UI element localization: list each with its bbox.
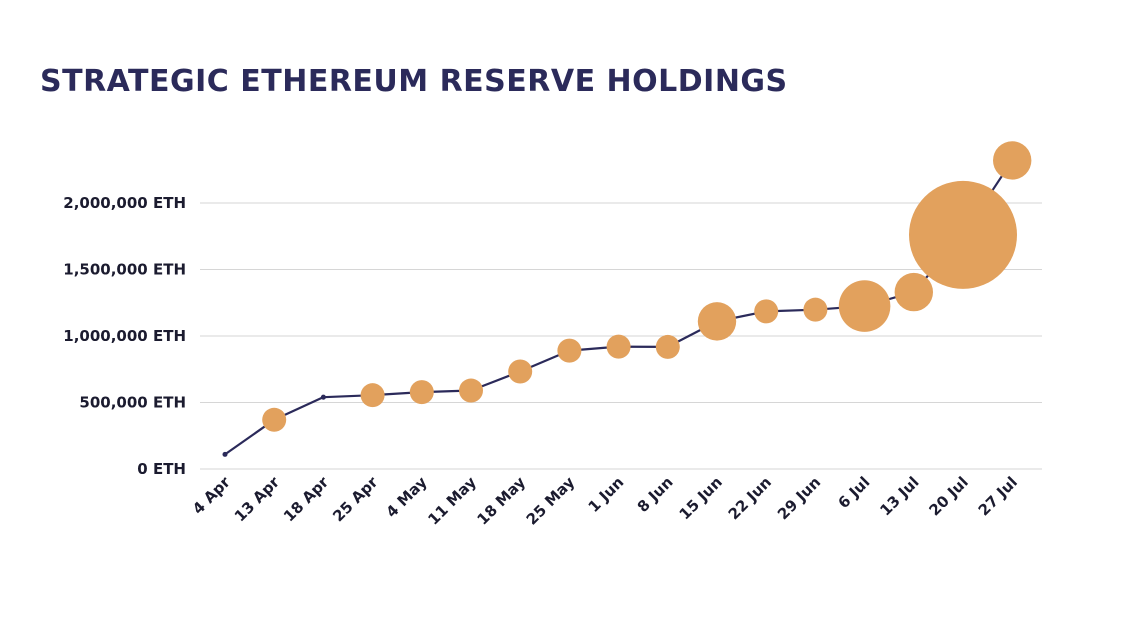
x-tick-label: 29 Jun — [774, 473, 824, 523]
data-point — [222, 451, 228, 457]
data-point — [655, 334, 680, 359]
y-tick-label: 1,500,000 ETH — [63, 261, 186, 279]
data-point — [557, 338, 582, 363]
x-tick-label: 8 Jun — [634, 473, 677, 516]
x-tick-label: 4 Apr — [189, 473, 234, 518]
x-tick-label: 27 Jul — [975, 473, 1021, 519]
chart-title: STRATEGIC ETHEREUM RESERVE HOLDINGS — [40, 64, 788, 99]
y-tick-label: 500,000 ETH — [79, 394, 186, 412]
data-point — [606, 334, 631, 359]
data-point — [459, 378, 483, 403]
data-point — [360, 383, 385, 408]
data-point — [894, 272, 933, 312]
data-point — [262, 407, 287, 432]
x-tick-label: 22 Jun — [725, 473, 775, 523]
x-tick-label: 13 Apr — [231, 473, 284, 526]
x-tick-label: 1 Jun — [585, 473, 628, 516]
data-point — [803, 297, 828, 322]
data-point — [409, 380, 434, 405]
data-point — [508, 359, 533, 384]
data-point — [697, 302, 737, 341]
x-tick-label: 18 May — [474, 473, 530, 529]
x-tick-label: 20 Jul — [926, 473, 972, 519]
x-tick-label: 18 Apr — [280, 473, 333, 526]
y-tick-label: 2,000,000 ETH — [63, 194, 186, 212]
y-axis-ticks: 0 ETH 500,000 ETH 1,000,000 ETH 1,500,000 E… — [63, 194, 186, 478]
y-tick-label: 1,000,000 ETH — [63, 327, 186, 345]
data-point — [754, 299, 779, 324]
x-tick-label: 13 Jul — [876, 473, 922, 519]
x-tick-label: 25 Apr — [329, 473, 382, 526]
x-tick-label: 4 May — [383, 473, 431, 521]
x-tick-label: 11 May — [424, 473, 480, 529]
y-tick-label: 0 ETH — [137, 460, 186, 478]
data-point — [838, 280, 891, 332]
x-tick-label: 25 May — [523, 473, 579, 529]
x-tick-label: 15 Jun — [676, 473, 726, 523]
data-point — [320, 394, 326, 400]
data-point — [909, 180, 1017, 289]
series-line — [224, 159, 1014, 456]
data-point — [993, 141, 1032, 180]
series-points — [222, 141, 1032, 457]
x-tick-label: 6 Jul — [834, 473, 873, 512]
series-line — [224, 159, 1014, 456]
